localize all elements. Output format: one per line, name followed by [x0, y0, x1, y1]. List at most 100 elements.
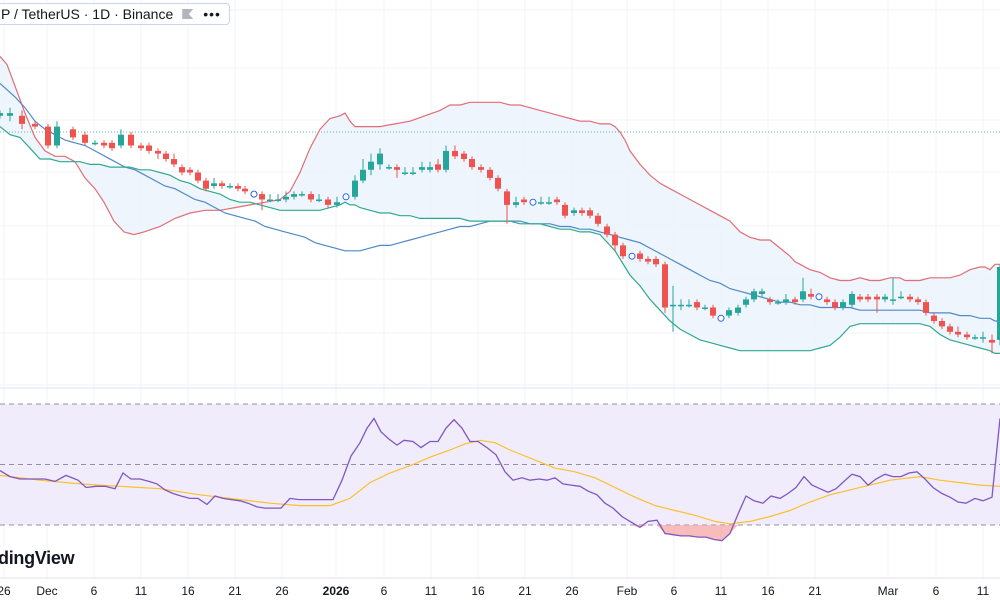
- candle-doji: [529, 198, 537, 206]
- candle-down: [138, 142, 144, 151]
- time-tick-label: 2026: [323, 584, 350, 598]
- candle-down: [394, 164, 400, 178]
- candle-down: [923, 299, 929, 316]
- time-tick-label: Dec: [36, 584, 57, 598]
- time-tick-label: 21: [808, 584, 822, 598]
- candle-down: [155, 148, 161, 159]
- candle-down: [653, 256, 659, 267]
- candle-down: [308, 191, 314, 203]
- candle-down: [955, 326, 961, 338]
- candle-up: [759, 288, 765, 297]
- candle-doji: [717, 314, 725, 322]
- rsi-oversold-fill: [605, 525, 738, 541]
- candle-up: [291, 191, 297, 200]
- candle-up: [283, 191, 289, 203]
- bollinger-upper: [0, 56, 1000, 282]
- candle-up: [377, 148, 383, 170]
- candle-down: [504, 188, 510, 224]
- candle-down: [128, 132, 134, 149]
- time-tick-label: 11: [715, 584, 728, 598]
- candle-up: [386, 164, 392, 170]
- candle-up: [275, 194, 281, 203]
- candle-down: [907, 294, 913, 303]
- time-tick-label: 16: [471, 584, 485, 598]
- candle-down: [587, 207, 593, 219]
- candle-up: [360, 159, 366, 184]
- flag-icon[interactable]: [181, 8, 195, 20]
- candle-down: [195, 169, 201, 184]
- candle-up: [410, 167, 416, 176]
- candle-down: [562, 202, 568, 219]
- time-tick-label: 16: [181, 584, 195, 598]
- candle-up: [882, 294, 888, 303]
- candle-up: [898, 291, 904, 300]
- symbol-legend[interactable]: P / TetherUS · 1D · Binance •••: [0, 3, 230, 25]
- candle-doji: [250, 190, 258, 198]
- time-tick-label: 6: [671, 584, 678, 598]
- more-dots-icon[interactable]: •••: [203, 6, 221, 22]
- time-tick-label: 11: [425, 584, 438, 598]
- candle-down: [203, 177, 209, 192]
- candle-down: [259, 191, 265, 211]
- candle-up: [670, 285, 676, 332]
- candle-up: [538, 196, 544, 205]
- candle-down: [710, 304, 716, 319]
- price-pane[interactable]: [0, 56, 1000, 354]
- candle-down: [325, 196, 331, 208]
- candle-up: [419, 161, 425, 173]
- candle-down: [694, 299, 700, 311]
- time-tick-label: 16: [761, 584, 775, 598]
- time-tick-label: Mar: [878, 584, 899, 598]
- candle-down: [452, 145, 458, 159]
- candle-down: [469, 156, 475, 170]
- candle-down: [242, 186, 248, 195]
- candle-up: [227, 183, 233, 189]
- candle-down: [865, 294, 871, 303]
- candle-up: [211, 177, 217, 189]
- candle-up: [972, 334, 978, 340]
- candle-up: [726, 307, 732, 319]
- candle-up: [92, 140, 98, 146]
- candle-down: [219, 180, 225, 189]
- candle-up: [997, 264, 1000, 346]
- candle-up: [980, 331, 986, 343]
- candle-down: [579, 207, 585, 216]
- candle-down: [179, 164, 185, 176]
- candle-up: [402, 167, 408, 176]
- candle-up: [546, 196, 552, 205]
- candle-up: [0, 110, 3, 119]
- time-tick-label: 6: [91, 584, 98, 598]
- time-tick-label: 6: [381, 584, 388, 598]
- candle-down: [70, 126, 76, 141]
- time-tick-label: 26: [275, 584, 289, 598]
- candle-down: [637, 250, 643, 262]
- candle-down: [109, 140, 115, 151]
- time-tick-label: 21: [228, 584, 242, 598]
- rsi-pane[interactable]: [0, 403, 1000, 542]
- candle-down: [595, 213, 601, 227]
- candle-doji: [628, 252, 636, 260]
- candle-up: [571, 207, 577, 216]
- candle-down: [620, 242, 626, 259]
- candle-up: [800, 277, 806, 303]
- candle-up: [334, 196, 340, 208]
- candle-up: [775, 299, 781, 305]
- candle-down: [19, 110, 25, 130]
- candle-up: [678, 299, 684, 311]
- candle-down: [171, 153, 177, 168]
- candle-up: [267, 194, 273, 203]
- candle-down: [645, 256, 651, 265]
- candle-down: [808, 288, 814, 300]
- candle-down: [45, 123, 51, 149]
- candle-up: [743, 296, 749, 308]
- candle-up: [840, 299, 846, 311]
- candle-down: [931, 312, 937, 324]
- candle-down: [478, 164, 484, 173]
- candle-down: [487, 167, 493, 181]
- candle-down: [521, 196, 527, 205]
- time-axis: 26 Dec 6 11 16 21 26 2026 6 11 16 21 26 Feb 6 11 16 21 Mar…: [0, 577, 1000, 598]
- time-tick-label: 11: [135, 584, 148, 598]
- time-tick-label: 6: [933, 584, 940, 598]
- candle-up: [751, 288, 757, 303]
